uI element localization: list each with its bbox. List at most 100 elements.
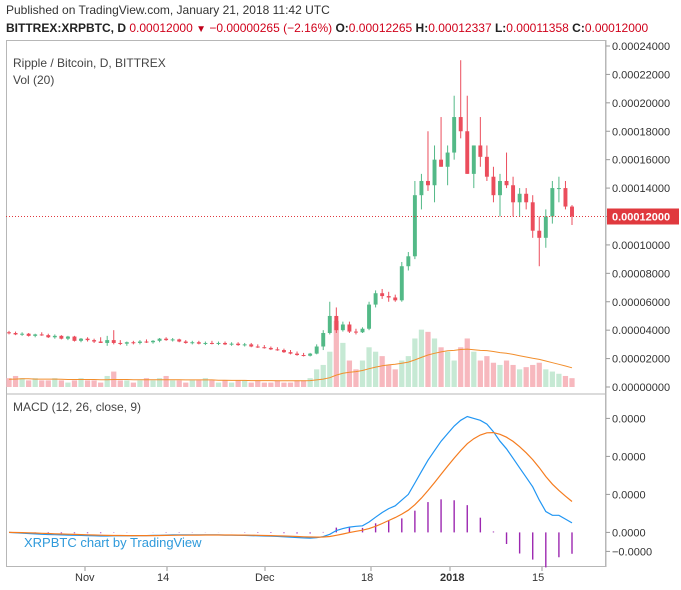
candle-body <box>236 343 241 346</box>
candle-body <box>452 117 457 153</box>
price-axis-label: 0.00000000 <box>612 382 670 394</box>
volume-bar <box>215 382 222 387</box>
candle-body <box>458 117 463 132</box>
candle-body <box>478 145 483 157</box>
volume-bar <box>196 380 202 387</box>
candle-body <box>157 338 162 341</box>
candle <box>105 335 110 346</box>
volume-bar <box>562 375 569 387</box>
price-axis-label: 0.00020000 <box>612 98 670 110</box>
volume-bar <box>359 360 366 387</box>
volume-bar <box>91 380 97 387</box>
price-axis-label: 0.00004000 <box>612 325 670 337</box>
candle <box>367 301 372 331</box>
candle <box>72 335 77 342</box>
candle <box>249 342 254 348</box>
open-value: 0.00012265 <box>348 21 413 35</box>
volume-bar <box>294 380 300 387</box>
macd-axis-label: 0.0000 <box>612 489 646 501</box>
volume-bar <box>287 382 294 387</box>
candle <box>295 351 300 356</box>
candle-body <box>386 296 391 298</box>
close-value: 0.00012000 <box>584 21 649 35</box>
volume-bar <box>366 347 372 387</box>
volume-bar <box>222 380 228 387</box>
price-axis-label: 0.00002000 <box>612 354 670 366</box>
candle <box>65 335 70 341</box>
high-label: H: <box>415 21 429 35</box>
candle-body <box>321 333 326 347</box>
candle-body <box>131 342 136 344</box>
candle <box>157 337 162 343</box>
volume-bar <box>12 375 19 387</box>
candle-body <box>281 350 286 353</box>
volume-bar <box>425 331 431 387</box>
volume-bar <box>98 382 104 387</box>
candle <box>190 340 195 345</box>
candle <box>288 350 293 355</box>
candle-body <box>7 332 11 334</box>
candle <box>465 95 470 174</box>
candle <box>216 341 221 346</box>
candle <box>354 328 358 335</box>
close-label: C: <box>572 21 585 35</box>
price-axis-label: 0.00008000 <box>612 268 670 280</box>
last-price-tag <box>607 208 679 225</box>
volume-bar <box>19 378 25 387</box>
candle <box>85 337 90 342</box>
candle <box>275 347 280 351</box>
volume-bar <box>490 362 497 387</box>
candle-body <box>530 202 535 231</box>
tradingview-watermark[interactable]: XRPBTC chart by TradingView <box>24 535 202 550</box>
volume-bar <box>333 320 339 387</box>
volume-bar <box>307 378 313 387</box>
volume-bar <box>156 378 163 387</box>
candle-body <box>111 340 116 343</box>
candle <box>236 342 241 346</box>
volume-bar <box>71 380 78 387</box>
candle-body <box>216 342 221 344</box>
candle-body <box>203 342 208 344</box>
candle <box>255 344 260 348</box>
candle-body <box>334 315 339 331</box>
candle-body <box>308 353 313 356</box>
candle <box>498 173 502 217</box>
time-axis-label: Nov <box>75 572 95 584</box>
candle <box>360 327 365 334</box>
candle <box>7 330 11 335</box>
candle <box>504 152 509 189</box>
high-value: 0.00012337 <box>428 21 492 35</box>
volume-bar <box>340 342 346 387</box>
volume-bar <box>130 382 137 387</box>
candle <box>321 330 326 351</box>
volume-bar <box>569 378 575 387</box>
candle <box>203 341 208 346</box>
candle <box>98 337 103 343</box>
macd-axis-label: 0.0000 <box>612 527 646 539</box>
volume-bar <box>327 351 333 387</box>
volume-bar <box>405 356 411 387</box>
macd-axis-label: −0.0000 <box>612 546 652 558</box>
candle <box>33 333 38 338</box>
candle-body <box>190 342 195 344</box>
candle-body <box>268 347 273 350</box>
candle-body <box>137 341 142 343</box>
candle-body <box>79 338 83 341</box>
candle <box>183 340 188 344</box>
candle <box>223 341 227 346</box>
candle-body <box>255 346 260 348</box>
candle <box>170 337 175 342</box>
candle <box>20 332 25 336</box>
price-axis-label: 0.00022000 <box>612 69 670 81</box>
candle <box>281 348 286 353</box>
candle-body <box>295 353 300 356</box>
candle-body <box>367 304 372 329</box>
volume-bar <box>6 378 12 387</box>
volume-bar <box>84 380 91 387</box>
candle-body <box>314 346 319 354</box>
candle <box>111 330 116 345</box>
candle <box>445 145 450 186</box>
candle <box>347 321 352 334</box>
volume-bar <box>124 380 130 387</box>
